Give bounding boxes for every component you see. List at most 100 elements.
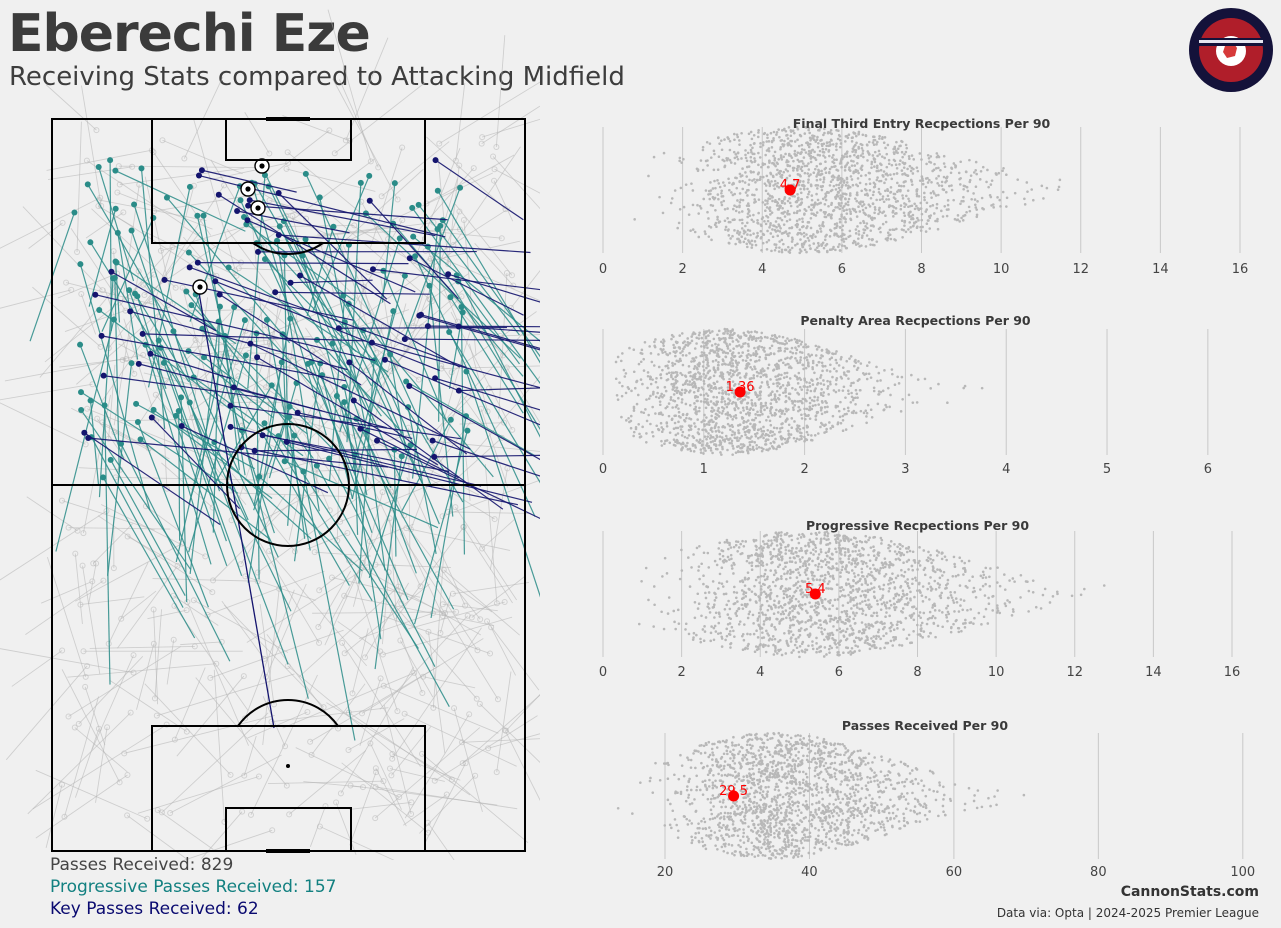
swarm-point xyxy=(916,207,920,210)
swarm-point xyxy=(774,437,777,441)
swarm-point xyxy=(842,240,846,243)
swarm-point xyxy=(724,338,727,341)
swarm-point xyxy=(755,443,758,447)
received-pass-line xyxy=(341,642,421,768)
swarm-point xyxy=(828,248,832,251)
swarm-point xyxy=(747,344,750,348)
swarm-point xyxy=(822,176,826,179)
swarm-point xyxy=(819,356,822,360)
swarm-point xyxy=(640,410,643,414)
swarm-point xyxy=(855,392,859,396)
swarm-point xyxy=(720,400,723,404)
swarm-point xyxy=(807,168,811,171)
swarm-point xyxy=(908,157,911,161)
swarm-point xyxy=(901,194,904,197)
swarm-point xyxy=(887,162,891,166)
swarm-point xyxy=(769,402,773,405)
swarm-point xyxy=(831,143,835,146)
swarm-point xyxy=(832,352,835,356)
swarm-point xyxy=(779,156,783,159)
swarm-point xyxy=(773,433,776,436)
swarm-point xyxy=(890,368,894,371)
swarm-point xyxy=(1005,205,1008,208)
swarm-point xyxy=(950,184,953,187)
received-pass-line xyxy=(430,207,511,259)
swarm-point xyxy=(873,160,877,164)
swarm-point xyxy=(769,393,773,397)
swarm-point xyxy=(733,229,736,232)
swarm-point xyxy=(697,427,700,431)
swarm-point xyxy=(713,382,716,386)
swarm-point xyxy=(760,331,764,335)
swarm-point xyxy=(714,208,717,212)
swarm-point xyxy=(796,165,800,168)
swarm-point xyxy=(745,165,749,169)
swarm-point xyxy=(709,400,713,403)
swarm-point xyxy=(864,372,868,376)
swarm-point xyxy=(786,169,790,173)
swarm-point xyxy=(881,197,884,201)
swarm-point xyxy=(632,409,636,412)
swarm-point xyxy=(692,553,695,556)
swarm-point xyxy=(757,198,761,201)
received-pass-line xyxy=(226,492,350,498)
swarm-point xyxy=(742,409,745,412)
swarm-point xyxy=(726,402,730,406)
swarm-point xyxy=(893,238,896,241)
swarm-point xyxy=(845,212,849,215)
swarm-point xyxy=(819,227,822,230)
swarm-point xyxy=(857,233,861,236)
swarm-point xyxy=(807,413,810,417)
swarm-point xyxy=(786,143,790,147)
swarm-point xyxy=(829,363,832,367)
swarm-point xyxy=(775,184,779,188)
swarm-point xyxy=(708,376,712,380)
received-pass-line xyxy=(490,627,517,676)
swarm-point xyxy=(763,408,766,412)
received-pass-line xyxy=(100,504,206,557)
swarm-point xyxy=(737,351,741,355)
received-pass-line xyxy=(118,343,209,392)
swarm-point xyxy=(677,396,680,400)
swarm-point xyxy=(790,139,794,143)
received-pass-line xyxy=(210,629,344,679)
swarm-point xyxy=(854,411,858,415)
swarm-point xyxy=(802,231,806,235)
swarm-point xyxy=(684,388,687,392)
swarm-point xyxy=(838,189,842,192)
swarm-point xyxy=(883,646,886,650)
swarm-point xyxy=(864,589,867,593)
page-title: Eberechi Eze xyxy=(8,4,371,64)
swarm-point xyxy=(915,204,918,208)
swarm-point xyxy=(872,138,876,142)
swarm-point xyxy=(946,199,950,202)
swarm-point xyxy=(647,174,650,178)
swarm-point xyxy=(707,224,711,228)
received-pass-line xyxy=(76,121,82,252)
swarm-point xyxy=(697,333,701,337)
swarm-point xyxy=(746,446,750,450)
received-pass-point xyxy=(74,527,81,534)
swarm-point xyxy=(691,189,695,192)
received-pass-point xyxy=(490,153,497,160)
swarm-point xyxy=(821,197,825,201)
swarm-point xyxy=(819,376,822,379)
swarm-point xyxy=(672,393,676,396)
swarm-point xyxy=(735,186,739,190)
swarm-point xyxy=(769,431,772,434)
swarm-point xyxy=(837,389,841,392)
swarm-point xyxy=(854,388,858,392)
swarm-point xyxy=(935,206,939,210)
swarm-point xyxy=(742,421,745,425)
received-pass-point xyxy=(485,745,492,752)
swarm-point xyxy=(823,364,827,368)
swarm-point xyxy=(831,156,834,159)
swarm-point xyxy=(775,652,779,655)
swarm-point xyxy=(809,173,812,176)
swarm-point xyxy=(861,149,865,152)
swarm-point xyxy=(754,180,757,184)
swarm-point xyxy=(802,162,805,165)
swarm-point xyxy=(746,228,750,232)
swarm-point xyxy=(815,183,818,187)
swarm-point xyxy=(863,599,867,603)
